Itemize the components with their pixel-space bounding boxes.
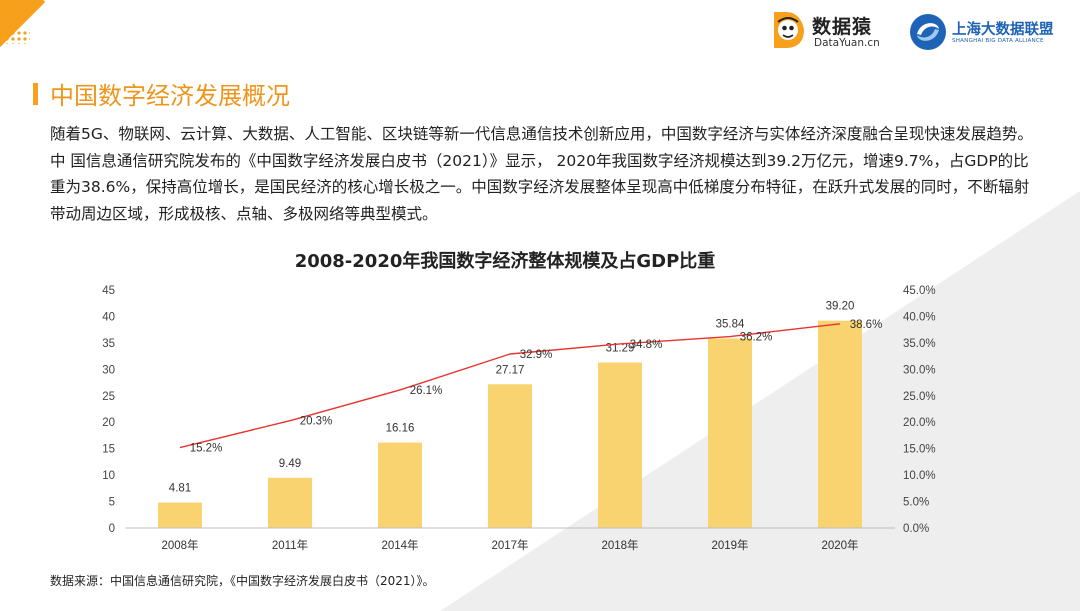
intro-paragraph: 随着5G、物联网、云计算、大数据、人工智能、区块链等新一代信息通信技术创新应用，…: [50, 125, 1033, 223]
x-tick-label: 2017年: [491, 538, 528, 552]
x-tick-label: 2014年: [381, 538, 418, 552]
y-right-tick-label: 5.0%: [903, 497, 929, 509]
x-tick-label: 2018年: [601, 538, 638, 552]
chart-title: 2008-2020年我国数字经济整体规模及占GDP比重: [294, 251, 716, 272]
y-left-tick-label: 40: [102, 311, 115, 323]
y-left-tick-label: 30: [102, 364, 115, 376]
bar-value-label: 9.49: [279, 458, 301, 470]
y-left-tick-label: 5: [109, 497, 115, 509]
bar: [818, 320, 862, 528]
datayuan-logo: 数据猿 DataYuan.cn: [772, 10, 898, 52]
line-value-label: 38.6%: [850, 319, 883, 331]
y-right-tick-label: 15.0%: [903, 444, 936, 456]
line-value-label: 20.3%: [300, 416, 333, 428]
datayuan-logo-name: 数据猿: [812, 16, 873, 38]
bar-value-label: 39.20: [826, 301, 855, 313]
data-source-note: 数据来源：中国信息通信研究院，《中国数字经济发展白皮书（2021）》。: [50, 574, 435, 588]
x-tick-label: 2008年: [161, 538, 198, 552]
background-triangle: [440, 191, 1080, 611]
bar-value-label: 16.16: [386, 423, 415, 435]
bar: [708, 338, 752, 528]
bar-value-label: 4.81: [169, 483, 191, 495]
datayuan-monkey-icon: [774, 12, 804, 48]
bar: [488, 384, 532, 528]
bar: [268, 477, 312, 528]
shanghai-bigdata-alliance-logo: 上海大数据联盟 SHANGHAI BIG DATA ALLIANCE: [908, 12, 1078, 52]
combo-chart: 0 5 10 15 20 25 30 35 40 45 0.0% 5.0% 10.0% 15.0% 20.0…: [102, 285, 936, 552]
y-left-tick-label: 35: [102, 338, 115, 350]
y-right-tick-label: 45.0%: [903, 285, 936, 297]
bar-value-label: 31.29: [606, 343, 635, 355]
title-accent-bar: [33, 83, 38, 105]
alliance-logo-subtitle: SHANGHAI BIG DATA ALLIANCE: [952, 38, 1044, 44]
x-tick-label: 2011年: [272, 538, 308, 552]
y-left-tick-label: 0: [109, 523, 115, 535]
y-left-tick-label: 20: [102, 417, 115, 429]
y-left-tick-label: 45: [102, 285, 115, 297]
bar: [378, 442, 422, 528]
line-value-label: 32.9%: [520, 349, 553, 361]
y-right-tick-label: 0.0%: [903, 523, 929, 535]
alliance-logo-name: 上海大数据联盟: [952, 22, 1054, 38]
bar-value-label: 27.17: [496, 364, 525, 376]
bar-value-label: 35.84: [716, 318, 745, 330]
line-value-label: 36.2%: [740, 332, 773, 344]
y-right-tick-label: 10.0%: [903, 470, 936, 482]
x-tick-label: 2020年: [821, 538, 858, 552]
gdp-share-line: [179, 323, 841, 449]
bar: [158, 502, 202, 528]
y-right-tick-label: 25.0%: [903, 391, 936, 403]
bar: [598, 362, 642, 528]
datayuan-logo-subtitle: DataYuan.cn: [814, 37, 880, 49]
y-right-tick-label: 30.0%: [903, 364, 936, 376]
y-left-tick-label: 10: [102, 470, 115, 482]
x-tick-label: 2019年: [711, 538, 748, 552]
y-left-tick-label: 15: [102, 444, 115, 456]
y-right-tick-label: 20.0%: [903, 417, 936, 429]
line-value-label: 15.2%: [190, 443, 223, 455]
corner-decoration: [0, 0, 60, 60]
y-right-tick-label: 35.0%: [903, 338, 936, 350]
line-value-label: 34.8%: [630, 339, 663, 351]
y-left-tick-label: 25: [102, 391, 115, 403]
line-value-label: 26.1%: [410, 385, 443, 397]
section-title: 中国数字经济发展概况: [50, 82, 290, 110]
alliance-emblem-icon: [910, 14, 946, 50]
y-right-tick-label: 40.0%: [903, 311, 936, 323]
